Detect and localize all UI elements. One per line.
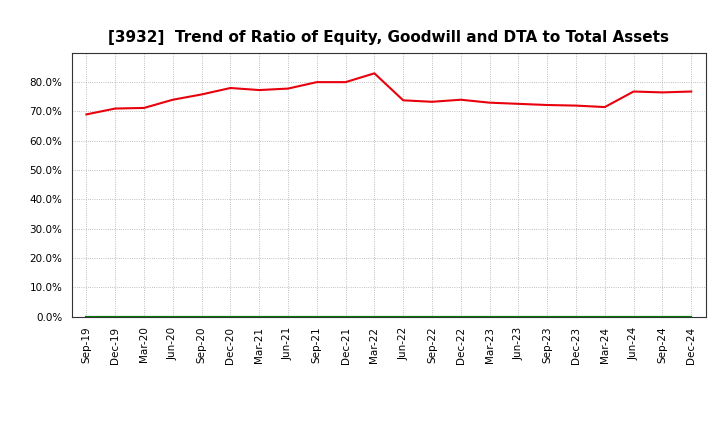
Equity	[543, 103, 552, 108]
Equity	[399, 98, 408, 103]
Deferred Tax Assets	[140, 314, 148, 319]
Goodwill	[543, 314, 552, 319]
Deferred Tax Assets	[456, 314, 465, 319]
Equity	[168, 97, 177, 103]
Goodwill	[600, 314, 609, 319]
Equity	[600, 104, 609, 110]
Goodwill	[370, 314, 379, 319]
Title: [3932]  Trend of Ratio of Equity, Goodwill and DTA to Total Assets: [3932] Trend of Ratio of Equity, Goodwil…	[108, 29, 670, 45]
Deferred Tax Assets	[111, 314, 120, 319]
Goodwill	[197, 314, 206, 319]
Goodwill	[629, 314, 638, 319]
Goodwill	[226, 314, 235, 319]
Equity	[428, 99, 436, 104]
Goodwill	[428, 314, 436, 319]
Equity	[312, 80, 321, 85]
Line: Equity: Equity	[86, 73, 691, 114]
Equity	[255, 88, 264, 93]
Goodwill	[399, 314, 408, 319]
Goodwill	[255, 314, 264, 319]
Goodwill	[82, 314, 91, 319]
Deferred Tax Assets	[687, 314, 696, 319]
Goodwill	[284, 314, 292, 319]
Goodwill	[312, 314, 321, 319]
Equity	[572, 103, 580, 108]
Equity	[629, 89, 638, 94]
Deferred Tax Assets	[341, 314, 350, 319]
Goodwill	[658, 314, 667, 319]
Deferred Tax Assets	[82, 314, 91, 319]
Deferred Tax Assets	[629, 314, 638, 319]
Deferred Tax Assets	[600, 314, 609, 319]
Equity	[341, 80, 350, 85]
Deferred Tax Assets	[197, 314, 206, 319]
Deferred Tax Assets	[284, 314, 292, 319]
Equity	[111, 106, 120, 111]
Equity	[226, 85, 235, 91]
Equity	[514, 101, 523, 106]
Deferred Tax Assets	[312, 314, 321, 319]
Deferred Tax Assets	[168, 314, 177, 319]
Deferred Tax Assets	[543, 314, 552, 319]
Deferred Tax Assets	[226, 314, 235, 319]
Deferred Tax Assets	[658, 314, 667, 319]
Deferred Tax Assets	[370, 314, 379, 319]
Goodwill	[456, 314, 465, 319]
Goodwill	[485, 314, 494, 319]
Equity	[485, 100, 494, 105]
Goodwill	[341, 314, 350, 319]
Deferred Tax Assets	[255, 314, 264, 319]
Goodwill	[687, 314, 696, 319]
Deferred Tax Assets	[572, 314, 580, 319]
Equity	[197, 92, 206, 97]
Deferred Tax Assets	[399, 314, 408, 319]
Equity	[658, 90, 667, 95]
Deferred Tax Assets	[514, 314, 523, 319]
Equity	[456, 97, 465, 103]
Goodwill	[572, 314, 580, 319]
Deferred Tax Assets	[485, 314, 494, 319]
Goodwill	[168, 314, 177, 319]
Goodwill	[111, 314, 120, 319]
Equity	[370, 71, 379, 76]
Goodwill	[514, 314, 523, 319]
Equity	[687, 89, 696, 94]
Equity	[284, 86, 292, 91]
Deferred Tax Assets	[428, 314, 436, 319]
Equity	[82, 112, 91, 117]
Equity	[140, 105, 148, 110]
Goodwill	[140, 314, 148, 319]
